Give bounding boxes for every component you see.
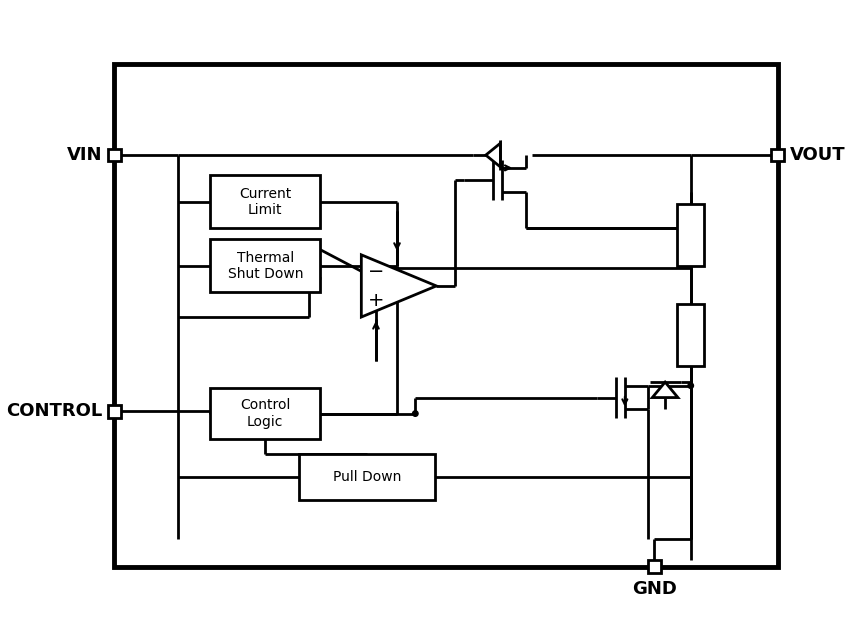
Bar	[211, 389, 320, 439]
Text: GND: GND	[632, 580, 677, 598]
Text: VIN: VIN	[67, 146, 103, 164]
Text: Thermal
Shut Down: Thermal Shut Down	[228, 251, 303, 281]
Text: +: +	[368, 291, 385, 310]
Text: VOUT: VOUT	[790, 146, 845, 164]
Polygon shape	[486, 144, 500, 167]
Bar	[299, 454, 435, 500]
Bar	[771, 149, 784, 161]
Text: Control
Logic: Control Logic	[240, 399, 290, 429]
Polygon shape	[362, 255, 436, 317]
Polygon shape	[652, 382, 678, 398]
Bar	[211, 175, 320, 229]
Bar	[108, 149, 121, 161]
Text: Current
Limit: Current Limit	[239, 187, 291, 217]
Circle shape	[688, 383, 694, 389]
Bar	[677, 204, 705, 266]
Bar	[648, 561, 661, 573]
Bar	[211, 239, 320, 292]
Bar	[108, 405, 121, 418]
Bar	[115, 64, 778, 567]
Bar	[677, 304, 705, 366]
Text: −: −	[368, 262, 384, 281]
Text: CONTROL: CONTROL	[6, 403, 103, 420]
Text: Pull Down: Pull Down	[333, 470, 401, 484]
Circle shape	[413, 411, 418, 417]
